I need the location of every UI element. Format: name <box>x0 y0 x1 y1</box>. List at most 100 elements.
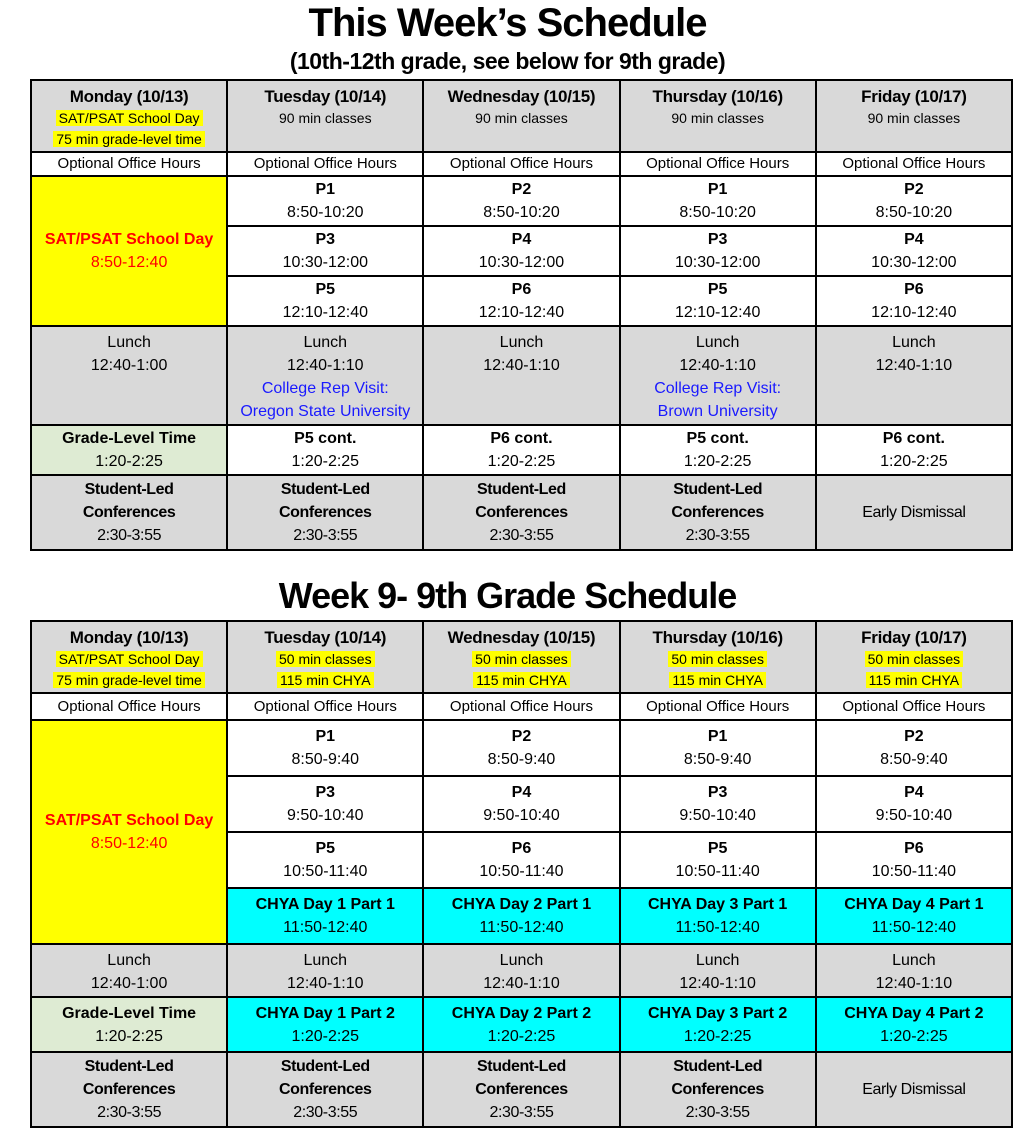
cell-line: P5 <box>623 278 813 301</box>
schedule-cell: P4 10:30-12:00 <box>422 225 621 277</box>
upper-schedule-table: Monday (10/13) SAT/PSAT School Day 75 min … <box>29 79 1014 551</box>
schedule-cell: P4 10:30-12:00 <box>814 225 1014 277</box>
cell-line-text: 11:50-12:40 <box>871 919 956 936</box>
schedule-cell: Lunch 12:40-1:00 <box>29 325 229 426</box>
cell-line: P6 <box>426 837 616 860</box>
cell-line-text: P1 <box>315 728 336 745</box>
cell-line-text: Student-Led <box>280 481 370 498</box>
cell-line: 115 min CHYA <box>623 670 813 691</box>
cell-line: 12:40-1:00 <box>34 354 224 377</box>
cell-line-text: P5 cont. <box>294 430 357 447</box>
cell-line-text: 12:40-1:10 <box>287 975 364 992</box>
cell-line-text: 1:20-2:25 <box>880 1027 948 1045</box>
schedule-cell: Student-Led Conferences 2:30-3:55 <box>226 1051 425 1128</box>
cell-line-text: Tuesday (10/14) <box>264 87 387 106</box>
cell-line-text: CHYA Day 4 Part 1 <box>844 896 984 913</box>
cell-line: 8:50-9:40 <box>426 748 616 771</box>
cell-line: 9:50-10:40 <box>819 804 1009 827</box>
schedule-cell: Friday (10/17) 90 min classes <box>814 79 1014 153</box>
cell-line-text: Optional Office Hours <box>253 155 397 172</box>
cell-line-text: 1:20-2:25 <box>95 1027 163 1045</box>
cell-line-text: Lunch <box>107 334 151 351</box>
cell-line-text: P1 <box>707 728 728 745</box>
cell-line-text: P6 <box>904 281 924 298</box>
schedule-cell: Optional Office Hours <box>226 692 425 721</box>
schedule-row-period: P3 10:30-12:00 P4 10:30-12:00 P3 10:30-12:00 P… <box>31 225 1014 277</box>
cell-line: 12:10-12:40 <box>426 301 616 324</box>
cell-line: SAT/PSAT School Day <box>34 108 224 129</box>
cell-line: Thursday (10/16) <box>623 626 813 649</box>
schedule-cell: P2 8:50-10:20 <box>814 175 1014 227</box>
schedule-cell: Lunch 12:40-1:10 <box>226 943 425 998</box>
schedule-cell: Thursday (10/16) 50 min classes 115 min CH… <box>618 620 817 694</box>
cell-line-text: SAT/PSAT School Day <box>44 231 214 248</box>
cell-line-text: 1:20-2:25 <box>487 453 556 470</box>
cell-line: P2 <box>819 725 1009 748</box>
cell-line-text: 2:30-3:55 <box>97 527 162 544</box>
cell-line-text: 2:30-3:55 <box>685 1104 750 1121</box>
cell-line-text: 2:30-3:55 <box>293 527 358 544</box>
cell-line: Optional Office Hours <box>819 154 1009 174</box>
cell-line: 11:50-12:40 <box>623 916 813 939</box>
cell-line: Optional Office Hours <box>623 154 813 174</box>
cell-line: CHYA Day 1 Part 1 <box>230 893 420 916</box>
cell-line-text: 12:40-1:00 <box>90 357 168 374</box>
cell-line: Optional Office Hours <box>623 697 813 717</box>
cell-line-text: CHYA Day 3 Part 1 <box>647 896 788 913</box>
cell-line: Monday (10/13) <box>34 85 224 108</box>
cell-line-text: 90 min classes <box>475 110 568 126</box>
cell-line: 9:50-10:40 <box>426 804 616 827</box>
cell-line: 50 min classes <box>426 649 616 670</box>
schedule-cell: Student-Led Conferences 2:30-3:55 <box>29 1051 229 1128</box>
schedule-cell: Student-Led Conferences 2:30-3:55 <box>226 474 425 551</box>
cell-line-text: 90 min classes <box>671 110 764 126</box>
cell-line-text: Student-Led <box>477 1058 566 1075</box>
schedule-cell: P3 9:50-10:40 <box>226 775 425 833</box>
cell-line-text: 90 min classes <box>278 110 372 126</box>
schedule-cell: P5 10:50-11:40 <box>618 831 817 889</box>
cell-line: Student-Led <box>426 1055 616 1078</box>
cell-line-text: Monday (10/13) <box>69 628 189 647</box>
cell-line: 8:50-10:20 <box>819 201 1009 224</box>
schedule-cell: P5 12:10-12:40 <box>226 275 425 327</box>
cell-line: CHYA Day 3 Part 2 <box>623 1002 813 1025</box>
cell-line-text: Conferences <box>82 1081 176 1098</box>
cell-line: P3 <box>623 228 813 251</box>
cell-line-text: Grade-Level Time <box>62 1004 197 1022</box>
schedule-cell: CHYA Day 1 Part 1 11:50-12:40 <box>226 887 425 945</box>
cell-line: SAT/PSAT School Day <box>34 228 224 251</box>
cell-line-text: 90 min classes <box>867 110 961 126</box>
schedule-row-period: SAT/PSAT School Day 8:50-12:40 P1 8:50-10:2… <box>29 175 1014 327</box>
cell-line-text: P3 <box>315 231 336 248</box>
schedule-cell: Lunch 12:40-1:10 <box>618 943 817 998</box>
cell-line: Student-Led <box>426 478 616 501</box>
schedule-cell: P6 10:50-11:40 <box>814 831 1014 889</box>
schedule-cell: P6 cont. 1:20-2:25 <box>422 424 621 476</box>
cell-line-text: 8:50-10:20 <box>287 204 364 221</box>
cell-line: Optional Office Hours <box>426 697 616 717</box>
cell-line: Conferences <box>230 501 420 524</box>
cell-line-text: Conferences <box>671 1081 764 1098</box>
cell-line-text: 10:30-12:00 <box>282 254 368 271</box>
schedule-cell: CHYA Day 4 Part 1 11:50-12:40 <box>814 887 1014 945</box>
cell-line-text: 50 min classes <box>864 651 964 667</box>
cell-line-text: Student-Led <box>477 481 566 498</box>
schedule-row-conf: Student-Led Conferences 2:30-3:55 Student-L… <box>29 1051 1014 1128</box>
cell-line-text: P6 cont. <box>490 430 553 447</box>
cell-line: Conferences <box>623 1078 813 1101</box>
cell-line-text: 2:30-3:55 <box>489 527 554 544</box>
cell-line: 12:40-1:10 <box>426 972 616 995</box>
schedule-cell: Optional Office Hours <box>618 151 817 177</box>
cell-line: Student-Led <box>230 478 420 501</box>
cell-line: Lunch <box>623 331 813 354</box>
cell-line: P4 <box>426 228 616 251</box>
schedule-cell: P6 10:50-11:40 <box>422 831 621 889</box>
cell-line-text: 8:50-9:40 <box>487 751 556 768</box>
cell-line-text: 8:50-10:20 <box>875 204 953 221</box>
cell-line: 12:40-1:10 <box>230 972 420 995</box>
cell-line: Optional Office Hours <box>230 697 420 717</box>
cell-line: Monday (10/13) <box>34 626 224 649</box>
cell-line: 2:30-3:55 <box>623 524 813 547</box>
cell-line-text: Conferences <box>475 1081 568 1098</box>
cell-line: 9:50-10:40 <box>623 804 813 827</box>
